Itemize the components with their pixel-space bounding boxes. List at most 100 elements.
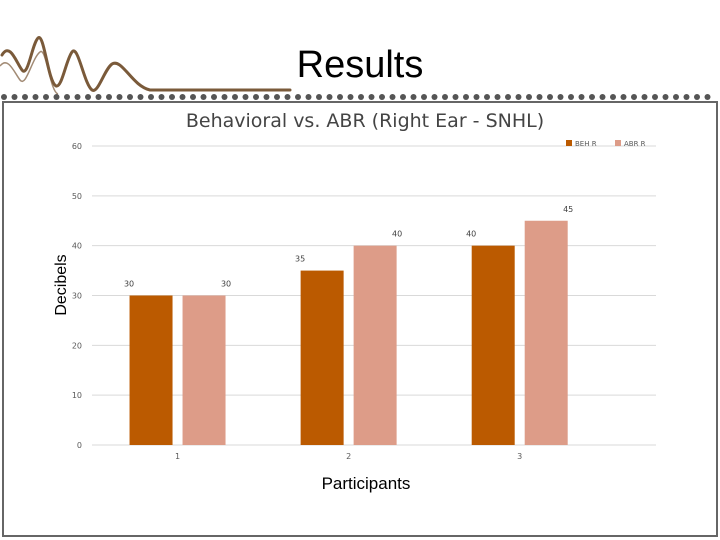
divider-dot [116, 94, 123, 100]
x-tick-label: 3 [517, 452, 522, 461]
bar-abr-2 [353, 245, 397, 445]
bar-abr-1 [182, 295, 226, 445]
divider-dot [32, 94, 39, 100]
legend-label: ABR R [624, 140, 646, 148]
divider-dot [652, 94, 658, 100]
data-label: 40 [466, 230, 476, 239]
divider-dot [631, 94, 637, 100]
dotted-divider [1, 94, 711, 100]
y-tick-label: 40 [72, 242, 82, 251]
divider-dot [221, 94, 228, 100]
divider-dot [526, 94, 532, 100]
divider-dot [694, 94, 700, 100]
divider-dot [137, 94, 144, 100]
divider-dot [95, 94, 102, 100]
data-label: 40 [392, 230, 402, 239]
chart-frame [2, 101, 718, 537]
divider-dot [463, 94, 469, 100]
divider-dot [589, 94, 595, 100]
divider-dot [347, 94, 354, 100]
wave-line [0, 36, 292, 92]
divider-dot [494, 94, 501, 100]
bar-beh-3 [471, 245, 515, 445]
divider-dot [557, 94, 564, 100]
bar-beh-2 [300, 270, 344, 445]
bar-beh-1 [129, 295, 173, 445]
divider-dot [284, 94, 291, 100]
divider-dot [232, 94, 238, 100]
x-tick-label: 2 [346, 452, 351, 461]
divider-dot [242, 94, 249, 100]
divider-dot [85, 94, 91, 100]
divider-dot [53, 94, 60, 100]
divider-dot [442, 94, 448, 100]
bars [129, 220, 568, 445]
divider-dot [452, 94, 459, 100]
divider-dot [505, 94, 511, 100]
wave-decoration [0, 36, 292, 95]
divider-dot [473, 94, 480, 100]
divider-dot [148, 94, 154, 100]
divider-dot [673, 94, 679, 100]
y-tick-label: 60 [72, 142, 82, 151]
divider-dot [64, 94, 70, 100]
legend: BEH R ABR R [566, 140, 646, 148]
data-label: 30 [124, 280, 134, 289]
divider-dot [74, 94, 81, 100]
legend-swatch [566, 140, 572, 146]
data-label: 30 [221, 280, 231, 289]
divider-dot [127, 94, 133, 100]
divider-dot [1, 94, 7, 100]
divider-dot [200, 94, 207, 100]
divider-dot [158, 94, 165, 100]
x-tick-labels: 1 2 3 [175, 452, 522, 461]
divider-dot [43, 94, 49, 100]
divider-dot [169, 94, 175, 100]
divider-dot [704, 94, 711, 100]
divider-dot [536, 94, 543, 100]
divider-dot [211, 94, 217, 100]
y-tick-label: 0 [77, 441, 82, 450]
data-label: 35 [295, 255, 305, 264]
bar-abr-3 [524, 220, 568, 445]
slide-title: Results [296, 44, 424, 86]
divider-dot [253, 94, 259, 100]
divider-dot [484, 94, 490, 100]
y-tick-label: 50 [72, 192, 82, 201]
divider-dot [389, 94, 396, 100]
divider-dot [11, 94, 18, 100]
chart-title: Behavioral vs. ABR (Right Ear - SNHL) [186, 110, 544, 132]
divider-dot [431, 94, 438, 100]
divider-dot [379, 94, 385, 100]
divider-dot [106, 94, 112, 100]
divider-dot [620, 94, 627, 100]
y-tick-label: 20 [72, 341, 82, 350]
divider-dot [400, 94, 406, 100]
divider-dot [274, 94, 280, 100]
y-tick-label: 30 [72, 292, 82, 301]
x-tick-label: 1 [175, 452, 180, 461]
divider-dot [22, 94, 28, 100]
y-tick-label: 10 [72, 391, 82, 400]
divider-dot [326, 94, 333, 100]
data-label: 45 [563, 205, 573, 214]
divider-dot [515, 94, 522, 100]
divider-dot [190, 94, 196, 100]
divider-dot [316, 94, 322, 100]
divider-dot [662, 94, 669, 100]
divider-dot [337, 94, 343, 100]
divider-dot [358, 94, 364, 100]
divider-dot [641, 94, 648, 100]
divider-dot [295, 94, 301, 100]
divider-dot [683, 94, 690, 100]
legend-label: BEH R [575, 140, 597, 148]
data-labels: 30 30 35 40 40 45 [124, 205, 573, 289]
divider-dot [547, 94, 553, 100]
divider-dot [599, 94, 606, 100]
divider-dot [578, 94, 585, 100]
divider-dot [368, 94, 375, 100]
y-axis-label: Decibels [53, 254, 70, 315]
y-tick-labels: 0 10 20 30 40 50 60 [72, 142, 82, 450]
wave-line-thin [0, 51, 59, 95]
